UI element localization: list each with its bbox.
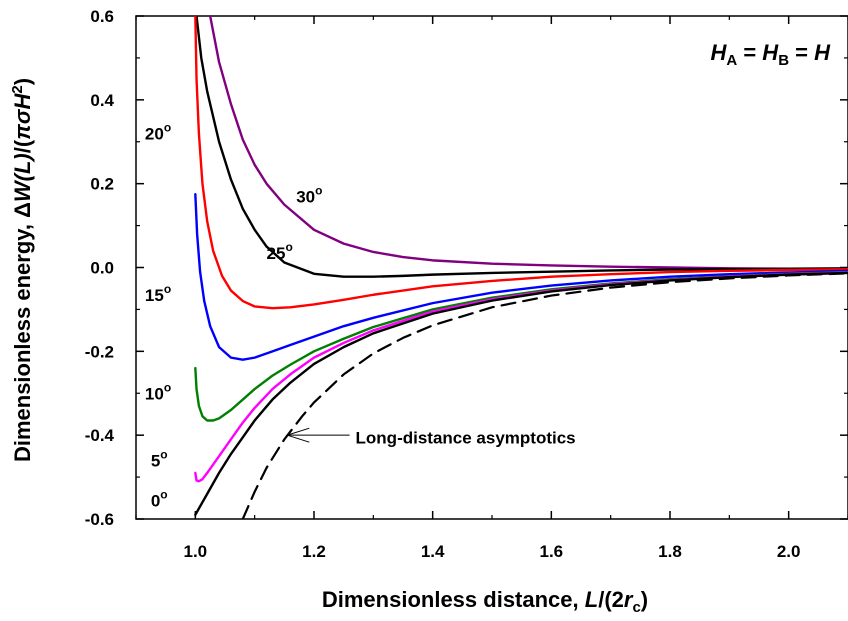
plot-area: 1.0 1.2 1.4 1.6 1.8 2.0 0.6 0.4 0.2 0.0 -0.2 -0.4 -0… (85, 7, 848, 561)
curve-label: 25o (267, 240, 293, 263)
series-line-5-deg (194, 271, 848, 483)
x-tick-label: 1.6 (540, 542, 564, 561)
y-tick-label: -0.6 (85, 510, 114, 529)
x-tick-label: 1.2 (302, 542, 326, 561)
curve-label: 5o (151, 448, 168, 471)
y-tick-label: 0.6 (90, 7, 114, 26)
series-line-15-deg (194, 192, 848, 361)
y-tick-label: 0.4 (90, 91, 114, 110)
curve-label: 20o (145, 121, 171, 144)
y-tick-label: 0.0 (90, 259, 114, 278)
x-tick-label: 2.0 (777, 542, 801, 561)
series-line-30-deg (208, 16, 848, 270)
series-line-20-deg (194, 16, 848, 310)
y-tick-label: 0.2 (90, 175, 114, 194)
asymptotics-arrow: Long-distance asymptotics (285, 427, 576, 448)
curve-label: 30o (296, 184, 322, 207)
curve-label: 15o (145, 282, 171, 305)
asymptotics-label: Long-distance asymptotics (356, 429, 576, 448)
x-tick-label: 1.8 (658, 542, 682, 561)
x-axis-title: Dimensionless distance, L/(2rc) (322, 587, 648, 616)
x-tick-label: 1.4 (421, 542, 445, 561)
series-group (194, 16, 848, 519)
labels-group: 30o 25o 20o 15o 10o 5o 0o (145, 121, 323, 511)
axis-ticks: 1.0 1.2 1.4 1.6 1.8 2.0 0.6 0.4 0.2 0.0 -0.2 -0.4 -0… (85, 7, 848, 561)
x-tick-label: 1.0 (184, 542, 208, 561)
y-tick-label: -0.4 (85, 426, 115, 445)
series-line-0-deg (194, 271, 848, 517)
y-tick-label: -0.2 (85, 342, 114, 361)
corner-label: HA = HB = H (710, 40, 831, 69)
curve-label: 10o (145, 381, 171, 404)
curve-label: 0o (151, 487, 168, 510)
y-axis-title: Dimensionless energy, ΔW(L)/(πσH2) (9, 78, 35, 462)
arrow-head (285, 427, 310, 443)
series-line-asymptotics (241, 272, 848, 519)
series-line-25-deg (195, 16, 848, 278)
